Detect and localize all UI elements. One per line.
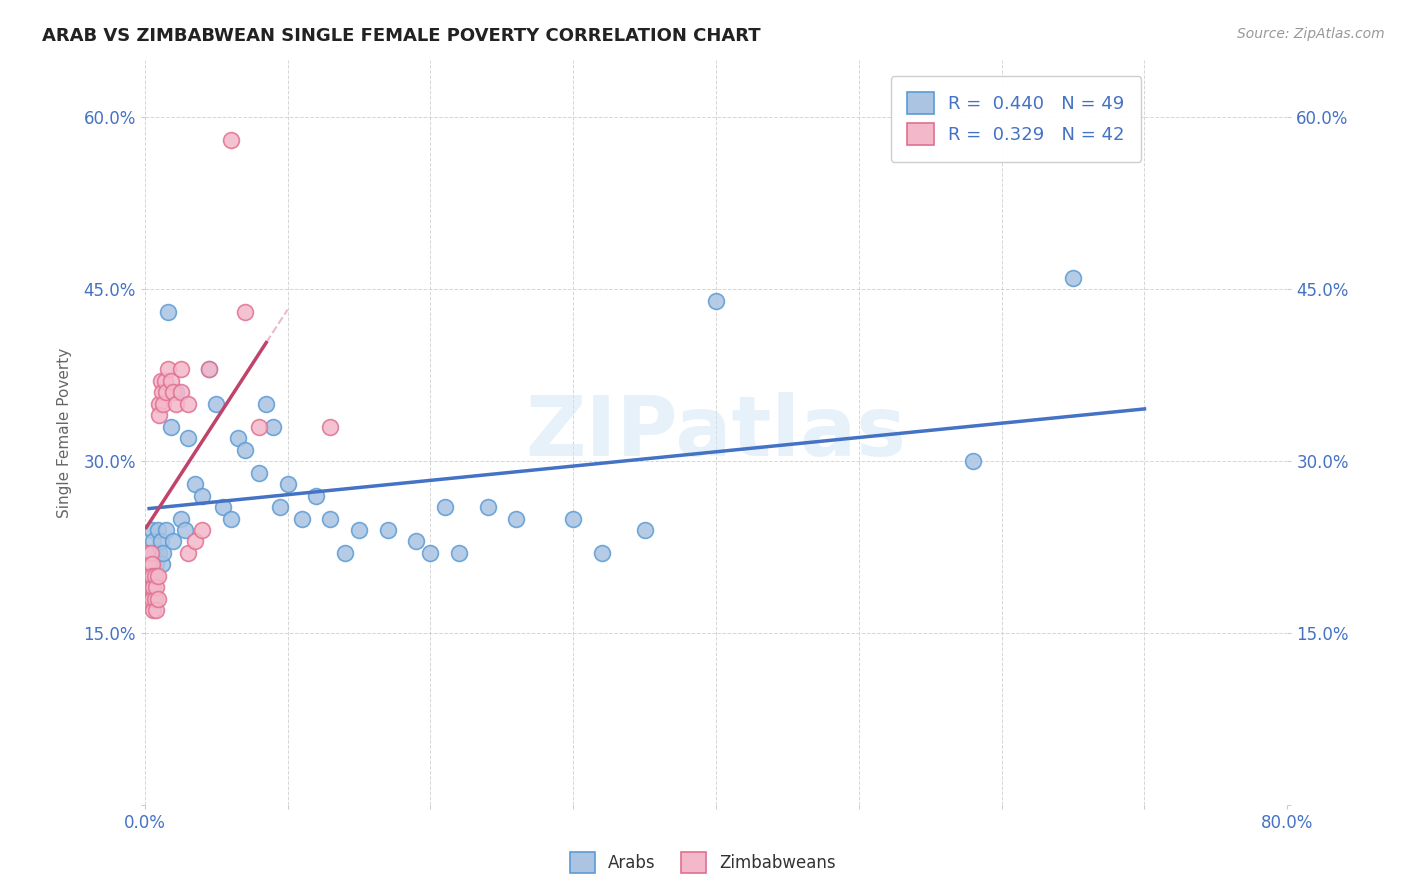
Point (146, 523, 169, 537)
Point (219, 133, 242, 147)
Point (138, 546, 160, 560)
Point (1062, 270, 1084, 285)
Point (165, 385, 187, 400)
Point (176, 431, 198, 445)
Point (333, 546, 356, 560)
Y-axis label: Single Female Poverty: Single Female Poverty (58, 347, 72, 517)
Point (162, 385, 184, 400)
Point (191, 523, 214, 537)
Point (226, 431, 249, 445)
Point (149, 374, 172, 388)
Point (205, 397, 228, 411)
Point (176, 546, 198, 560)
Point (212, 500, 235, 514)
Point (138, 580, 160, 594)
Point (169, 385, 191, 400)
Point (159, 374, 181, 388)
Point (156, 305, 179, 319)
Point (169, 511, 191, 525)
Point (247, 466, 270, 480)
Point (150, 385, 173, 400)
Point (191, 489, 214, 503)
Point (146, 591, 169, 606)
Point (159, 419, 181, 434)
Point (176, 397, 198, 411)
Point (319, 511, 342, 525)
Point (143, 569, 166, 583)
Point (150, 558, 173, 572)
Point (135, 546, 157, 560)
Point (184, 477, 207, 491)
Point (233, 442, 256, 457)
Point (377, 523, 399, 537)
Point (142, 534, 165, 549)
Point (135, 569, 157, 583)
Point (405, 534, 427, 549)
Point (591, 546, 613, 560)
Point (305, 489, 328, 503)
Point (219, 511, 242, 525)
Point (198, 362, 221, 376)
Point (184, 534, 207, 549)
Point (148, 546, 170, 560)
Legend: Arabs, Zimbabweans: Arabs, Zimbabweans (564, 846, 842, 880)
Point (505, 511, 527, 525)
Point (138, 558, 160, 572)
Point (447, 546, 470, 560)
Point (269, 500, 291, 514)
Point (262, 419, 284, 434)
Point (173, 523, 195, 537)
Point (148, 409, 170, 423)
Point (142, 580, 165, 594)
Point (136, 591, 159, 606)
Point (145, 558, 167, 572)
Point (149, 534, 172, 549)
Point (143, 546, 166, 560)
Point (198, 362, 221, 376)
Point (143, 591, 166, 606)
Point (152, 546, 174, 560)
Point (319, 419, 342, 434)
Point (152, 397, 174, 411)
Point (141, 591, 163, 606)
Point (233, 305, 256, 319)
Point (419, 546, 441, 560)
Point (433, 500, 456, 514)
Point (962, 454, 984, 468)
Point (153, 374, 176, 388)
Point (254, 397, 277, 411)
Point (148, 397, 170, 411)
Point (247, 419, 270, 434)
Point (347, 523, 370, 537)
Point (139, 580, 162, 594)
Text: Source: ZipAtlas.com: Source: ZipAtlas.com (1237, 27, 1385, 41)
Point (155, 385, 177, 400)
Point (169, 362, 191, 376)
Point (165, 397, 187, 411)
Point (162, 534, 184, 549)
Point (136, 558, 159, 572)
Point (146, 569, 169, 583)
Point (155, 523, 177, 537)
Point (156, 362, 179, 376)
Point (141, 558, 163, 572)
Text: ARAB VS ZIMBABWEAN SINGLE FEMALE POVERTY CORRELATION CHART: ARAB VS ZIMBABWEAN SINGLE FEMALE POVERTY… (42, 27, 761, 45)
Point (633, 523, 655, 537)
Point (562, 511, 585, 525)
Text: ZIPatlas: ZIPatlas (526, 392, 907, 473)
Point (142, 603, 165, 617)
Point (704, 293, 727, 308)
Point (141, 569, 163, 583)
Point (145, 580, 167, 594)
Point (291, 511, 314, 525)
Point (141, 523, 163, 537)
Legend: R =  0.440   N = 49, R =  0.329   N = 42: R = 0.440 N = 49, R = 0.329 N = 42 (890, 76, 1142, 161)
Point (145, 603, 167, 617)
Point (139, 546, 162, 560)
Point (277, 477, 299, 491)
Point (138, 569, 160, 583)
Point (477, 500, 499, 514)
